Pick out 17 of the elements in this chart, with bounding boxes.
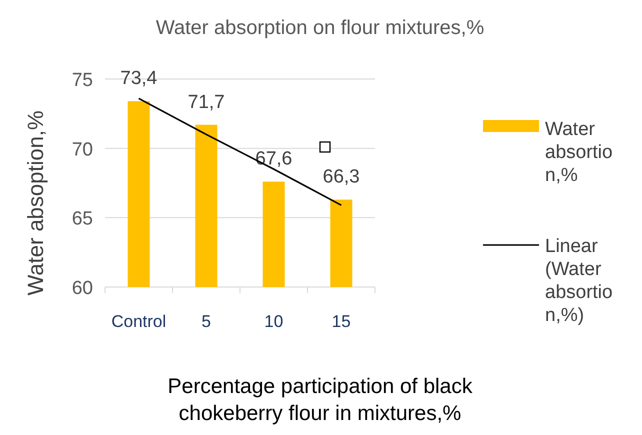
y-tick-label: 60: [72, 278, 93, 299]
y-axis-title: Water absoption,%: [23, 110, 48, 296]
legend-label: Water absortion,%: [545, 119, 613, 186]
x-tick-label: 5: [202, 312, 211, 331]
chart-title: Water absorption on flour mixtures,%: [156, 17, 484, 39]
x-tick-label: 10: [264, 312, 284, 331]
x-tick-label: 15: [332, 312, 351, 331]
data-label: 66,3: [322, 166, 360, 188]
data-label: 71,7: [188, 92, 225, 113]
y-tick-label: 65: [72, 208, 93, 230]
data-label: 73,4: [120, 68, 158, 90]
x-tick-label: Control: [111, 312, 166, 331]
data-label: 67,6: [255, 148, 292, 170]
y-tick-label: 75: [72, 70, 93, 91]
x-axis-title: Percentage participation of black chokeberry flour in mixtures,%: [168, 375, 473, 425]
y-tick-label: 70: [72, 139, 93, 160]
legend-label: Linear (Water absortion,%): [545, 236, 613, 326]
